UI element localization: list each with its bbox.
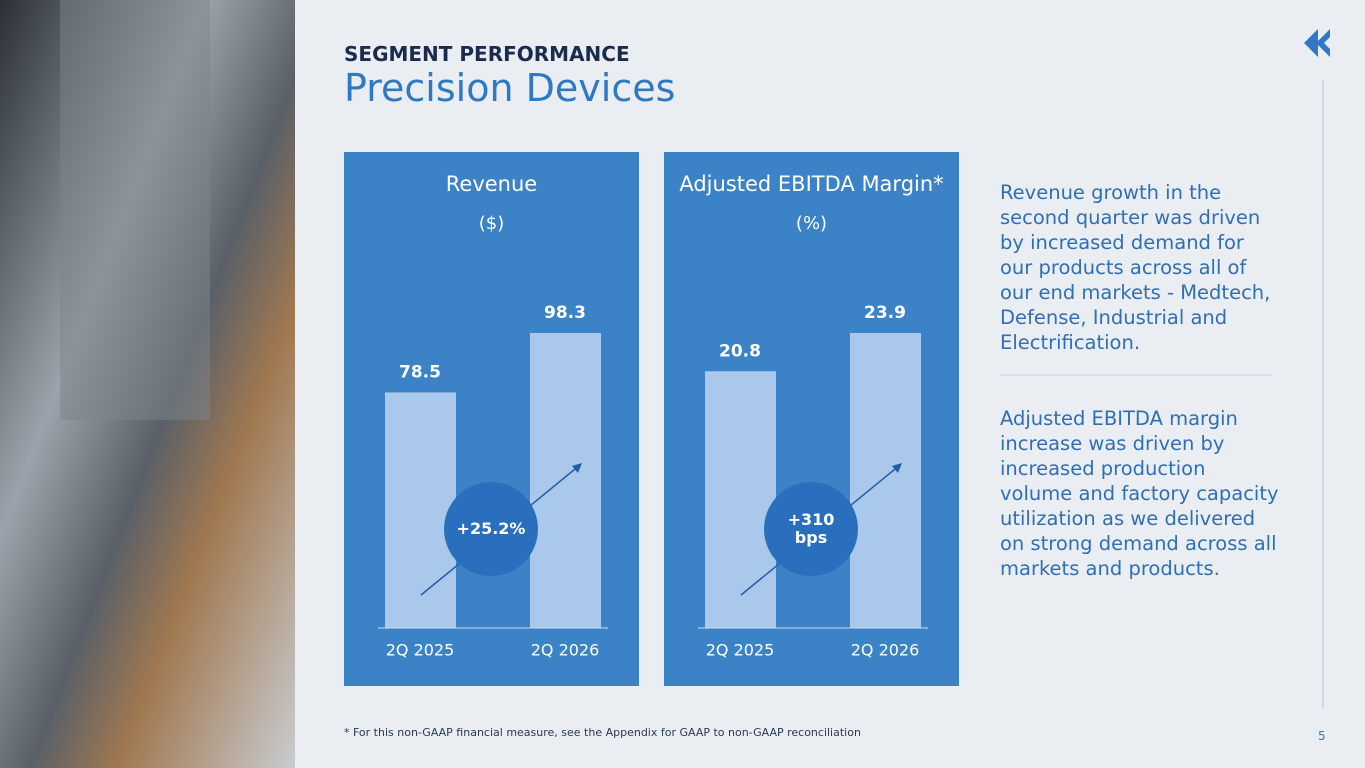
- change-label: +25.2%: [456, 519, 526, 538]
- x-tick-label: 2Q 2026: [531, 641, 600, 660]
- bar: [385, 392, 456, 628]
- x-tick-label: 2Q 2026: [851, 641, 920, 660]
- bar: [850, 333, 921, 628]
- change-badge: [764, 482, 858, 576]
- page-number: 5: [1318, 729, 1326, 743]
- chart-title: Adjusted EBITDA Margin*: [679, 172, 943, 196]
- change-label: +310 bps: [787, 510, 835, 547]
- arrow-head: [892, 463, 902, 473]
- bar: [705, 371, 776, 628]
- chart-subtitle: (%): [796, 213, 827, 234]
- arrow-head: [572, 463, 582, 473]
- photo-detail: [60, 0, 210, 420]
- logo: [1304, 29, 1330, 57]
- bar: [530, 333, 601, 628]
- commentary: Adjusted EBITDA margin increase was driv…: [1000, 407, 1279, 580]
- chart-title: Revenue: [446, 172, 537, 196]
- chart-subtitle: ($): [479, 213, 505, 234]
- x-tick-label: 2Q 2025: [386, 641, 455, 660]
- value-label: 98.3: [544, 303, 586, 323]
- slide-title: Precision Devices: [344, 66, 676, 110]
- commentary: Revenue growth in the second quarter was…: [1000, 181, 1271, 354]
- value-label: 78.5: [399, 362, 441, 382]
- value-label: 23.9: [864, 303, 906, 323]
- kicker: SEGMENT PERFORMANCE: [344, 42, 630, 66]
- x-tick-label: 2Q 2025: [706, 641, 775, 660]
- change-badge: [444, 482, 538, 576]
- footnote: * For this non-GAAP financial measure, s…: [344, 726, 861, 739]
- value-label: 20.8: [719, 341, 761, 361]
